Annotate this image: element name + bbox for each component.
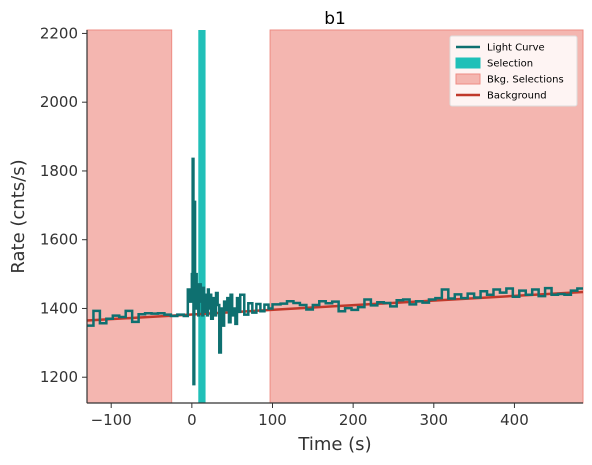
x-tick-label: 100	[258, 411, 287, 429]
legend-label-background: Background	[487, 91, 547, 102]
y-tick-label: 1400	[40, 299, 78, 317]
legend-swatch-bkg-selections	[455, 73, 481, 85]
x-axis-label: Time (s)	[297, 434, 371, 455]
x-tick-label: 400	[500, 411, 529, 429]
legend-swatch-selection	[455, 57, 481, 69]
selection-region	[198, 30, 206, 403]
y-tick-label: 2000	[40, 93, 78, 111]
legend-box	[449, 35, 578, 107]
legend-label-selection: Selection	[487, 59, 533, 70]
x-tick-label: 300	[419, 411, 448, 429]
legend-label-light-curve: Light Curve	[487, 43, 545, 54]
y-axis-label: Rate (cnts/s)	[8, 159, 29, 273]
y-ticks: 1200 1400 1600 1800 2000 2200	[40, 24, 87, 386]
bkg-selection-region-1	[86, 29, 173, 404]
x-tick-label: 0	[187, 411, 197, 429]
light-curve-series	[87, 157, 583, 386]
y-tick-label: 1200	[40, 368, 78, 386]
axes	[86, 30, 583, 404]
legend: Light Curve Selection Bkg. Selections Backg…	[449, 35, 578, 107]
x-tick-label: −100	[91, 411, 132, 429]
selection-regions	[198, 30, 206, 403]
light-curve-line	[87, 157, 583, 386]
legend-label-bkg-selections: Bkg. Selections	[487, 75, 564, 86]
x-ticks: −100 0 100 200 300 400	[91, 403, 529, 429]
chart-title: b1	[324, 9, 346, 29]
y-tick-label: 2200	[40, 24, 78, 42]
x-tick-label: 200	[339, 411, 368, 429]
y-tick-label: 1600	[40, 231, 78, 249]
y-tick-label: 1800	[40, 162, 78, 180]
